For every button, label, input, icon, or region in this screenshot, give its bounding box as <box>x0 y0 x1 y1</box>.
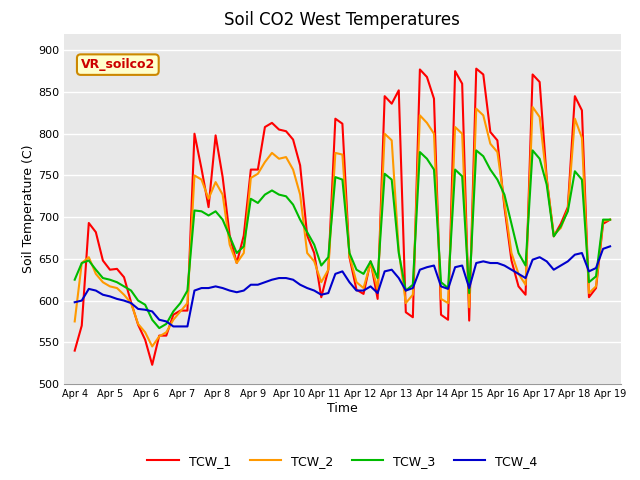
TCW_4 <box>606 243 614 249</box>
TCW_4 <box>170 324 177 329</box>
TCW_2 <box>184 300 191 306</box>
TCW_3 <box>310 242 318 248</box>
Line: TCW_3: TCW_3 <box>75 150 610 328</box>
Title: Soil CO2 West Temperatures: Soil CO2 West Temperatures <box>225 11 460 29</box>
TCW_1 <box>261 124 269 130</box>
TCW_1 <box>374 296 381 302</box>
TCW_1 <box>184 308 191 313</box>
TCW_2 <box>310 258 318 264</box>
TCW_4 <box>71 300 79 305</box>
TCW_2 <box>148 344 156 349</box>
TCW_3 <box>261 192 269 197</box>
X-axis label: Time: Time <box>327 402 358 415</box>
TCW_3 <box>71 277 79 283</box>
Line: TCW_2: TCW_2 <box>75 107 610 347</box>
TCW_3 <box>254 200 262 206</box>
TCW_1 <box>148 362 156 368</box>
TCW_3 <box>184 288 191 293</box>
TCW_2 <box>254 171 262 177</box>
TCW_1 <box>472 66 480 72</box>
Text: VR_soilco2: VR_soilco2 <box>81 58 155 71</box>
TCW_3 <box>472 147 480 153</box>
TCW_1 <box>254 167 262 172</box>
TCW_3 <box>296 217 304 223</box>
TCW_1 <box>606 217 614 223</box>
TCW_4 <box>374 290 381 296</box>
TCW_4 <box>310 288 318 293</box>
TCW_2 <box>606 217 614 223</box>
TCW_2 <box>296 192 304 197</box>
Y-axis label: Soil Temperature (C): Soil Temperature (C) <box>22 144 35 273</box>
TCW_1 <box>310 250 318 256</box>
TCW_4 <box>254 282 262 288</box>
TCW_4 <box>261 279 269 285</box>
TCW_4 <box>184 324 191 329</box>
Legend: TCW_1, TCW_2, TCW_3, TCW_4: TCW_1, TCW_2, TCW_3, TCW_4 <box>142 450 543 473</box>
TCW_4 <box>296 282 304 288</box>
TCW_2 <box>374 286 381 292</box>
TCW_3 <box>606 217 614 223</box>
TCW_2 <box>261 159 269 165</box>
TCW_1 <box>71 348 79 353</box>
TCW_2 <box>529 104 536 110</box>
Line: TCW_1: TCW_1 <box>75 69 610 365</box>
TCW_2 <box>71 319 79 324</box>
TCW_3 <box>156 325 163 331</box>
Line: TCW_4: TCW_4 <box>75 246 610 326</box>
TCW_3 <box>374 275 381 281</box>
TCW_1 <box>296 163 304 168</box>
